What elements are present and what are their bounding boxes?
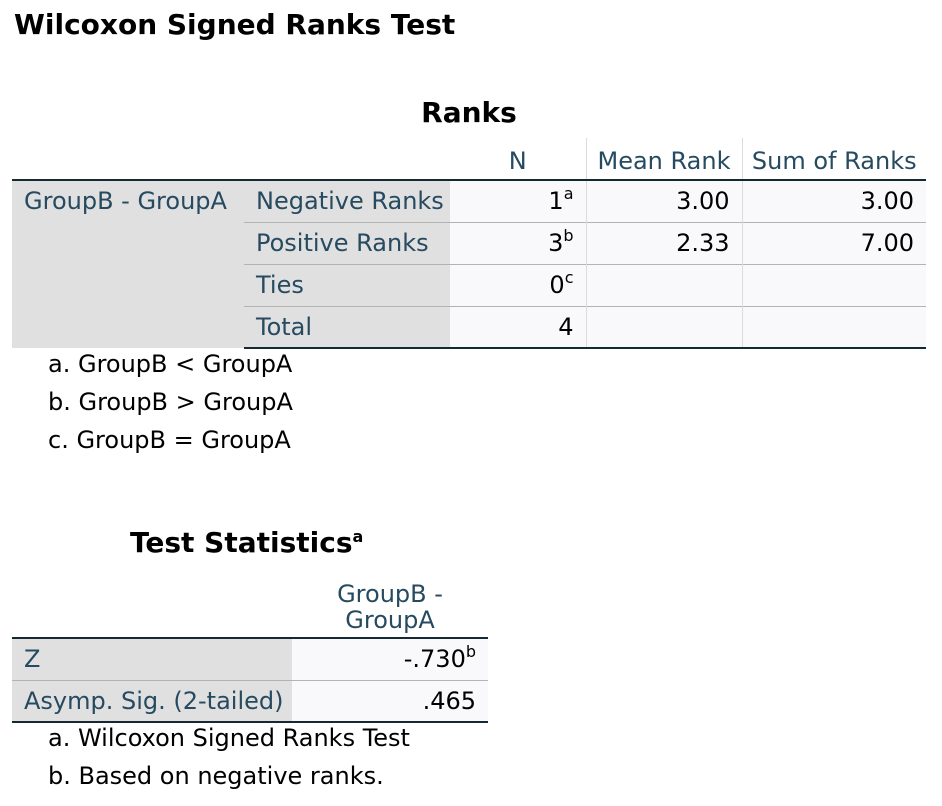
column-header-sum-of-ranks: Sum of Ranks [741,138,926,180]
ranks-table-title: Ranks [421,96,517,129]
table-row: GroupB - GroupA Negative Ranks 1a 3.00 3… [12,179,926,348]
cell-n: 0c [450,263,586,306]
cell-mean-rank: 3.00 [585,179,742,222]
cell-mean-rank: 2.33 [585,221,742,264]
test-statistics-header-row: GroupB - GroupA [12,576,488,638]
row-label: Positive Ranks [244,221,450,264]
table-row: Asymp. Sig. (2-tailed) .465 [12,679,488,723]
corner-cell [12,138,244,180]
footnote: c. GroupB = GroupA [48,426,291,454]
corner-cell [244,138,450,180]
column-header-group: GroupB - GroupA [337,580,443,634]
row-label: Z [12,637,292,680]
ranks-table: N Mean Rank Sum of Ranks GroupB - GroupA… [12,138,926,349]
test-statistics-title: Test Statisticsa [130,526,364,559]
cell-sum-of-ranks [741,263,926,306]
cell-n: 3b [450,221,586,264]
footnote: b. GroupB > GroupA [48,388,293,416]
footnote: a. Wilcoxon Signed Ranks Test [48,724,410,752]
row-label: Total [244,305,450,349]
column-header-n: N [508,147,527,175]
row-group-label: GroupB - GroupA [12,179,244,348]
footnote: a. GroupB < GroupA [48,350,293,378]
cell-sum-of-ranks: 3.00 [741,179,926,222]
column-header-mean-rank: Mean Rank [585,138,742,180]
table-row: Total 4 [12,305,926,349]
cell-n: 1a [450,179,586,222]
row-label: Asymp. Sig. (2-tailed) [12,679,292,723]
row-label: Negative Ranks [244,179,450,222]
cell-sum-of-ranks [741,305,926,349]
corner-cell [12,576,292,638]
table-row: Ties 0c [12,263,926,306]
cell-sum-of-ranks: 7.00 [741,221,926,264]
cell-value: -.730b [292,637,488,680]
table-row: Z -.730b [12,637,488,680]
table-row: Positive Ranks 3b 2.33 7.00 [12,221,926,264]
ranks-header-row: N Mean Rank Sum of Ranks [12,138,926,180]
cell-mean-rank [585,263,742,306]
cell-value: .465 [292,679,488,723]
output-title: Wilcoxon Signed Ranks Test [14,8,456,41]
footnote: b. Based on negative ranks. [48,762,384,790]
cell-mean-rank [585,305,742,349]
cell-n: 4 [450,305,586,349]
test-statistics-table: GroupB - GroupA Z -.730b Asymp. Sig. (2-t… [12,576,488,723]
row-label: Ties [244,263,450,306]
